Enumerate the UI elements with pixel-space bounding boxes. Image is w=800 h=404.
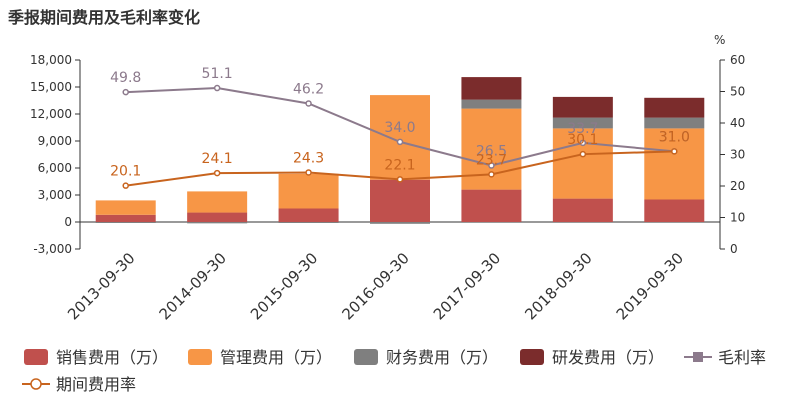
x-tick-label: 2014-09-30: [156, 249, 230, 323]
y-right-unit-label: %: [714, 33, 725, 47]
y-left-tick-label: 18,000: [30, 53, 72, 67]
line-point: [122, 182, 129, 189]
y-left-tick-label: 12,000: [30, 107, 72, 121]
y-left-tick-label: -3,000: [33, 242, 72, 256]
legend-label: 财务费用（万）: [386, 348, 498, 367]
y-right-tick-label: 20: [730, 179, 745, 193]
y-left-tick-label: 0: [64, 215, 72, 229]
x-tick-label: 2019-09-30: [613, 249, 687, 323]
data-label: 26.5: [476, 144, 507, 160]
bar-segment: [95, 222, 156, 223]
bar-segment: [644, 117, 705, 129]
x-tick-label: 2015-09-30: [247, 249, 321, 323]
legend-swatch: [354, 349, 378, 365]
line-point: [488, 162, 495, 169]
y-right-tick-label: 0: [730, 242, 738, 256]
y-left-tick-label: 9,000: [38, 134, 72, 148]
y-right-tick-label: 40: [730, 116, 745, 130]
y-left-tick-label: 3,000: [38, 188, 72, 202]
x-tick-label: 2017-09-30: [430, 249, 504, 323]
data-label: 23.7: [476, 152, 507, 168]
line-point: [579, 139, 587, 147]
data-label: 22.1: [384, 157, 415, 173]
x-tick-label: 2016-09-30: [338, 249, 412, 323]
y-left-tick-label: 15,000: [30, 80, 72, 94]
y-right-tick-label: 30: [730, 148, 745, 162]
data-label: 20.1: [110, 164, 141, 180]
data-label: 34.0: [384, 120, 415, 136]
legend-swatch: [520, 349, 544, 365]
data-label: 24.1: [202, 151, 233, 167]
bar-segment: [187, 191, 248, 213]
legend-label: 销售费用（万）: [56, 348, 168, 367]
legend-label: 管理费用（万）: [220, 348, 332, 367]
data-label: 31.0: [659, 129, 690, 145]
data-label: 24.3: [293, 150, 324, 166]
bar-segment: [370, 222, 430, 224]
line-point: [122, 88, 129, 96]
legend-swatch: [188, 349, 212, 365]
line-point: [305, 100, 312, 107]
bar-segment: [644, 199, 705, 222]
chart-title: 季报期间费用及毛利率变化: [8, 8, 201, 27]
legend-marker: [30, 378, 42, 390]
x-tick-label: 2013-09-30: [64, 249, 138, 323]
line-point: [579, 150, 587, 158]
bar-segment: [278, 173, 339, 209]
bar-segment: [461, 99, 522, 109]
data-label: 33.7: [567, 121, 598, 137]
bar-segment: [95, 200, 156, 215]
bar-segment: [370, 95, 430, 180]
line-point: [213, 169, 221, 177]
line-point: [671, 148, 678, 155]
y-left-tick-label: 6,000: [38, 161, 72, 175]
bar-segment: [95, 214, 156, 222]
bar-segment: [552, 198, 613, 222]
bar-segment: [370, 179, 430, 222]
y-right-tick-label: 10: [730, 211, 745, 225]
bar-segment: [278, 208, 339, 222]
bar-segment: [644, 97, 705, 118]
line-point: [305, 169, 312, 176]
y-right-tick-label: 60: [730, 53, 745, 67]
bar-segment: [461, 189, 522, 222]
data-label: 31.0: [659, 129, 690, 145]
legend-label: 期间费用率: [56, 375, 136, 394]
line-point: [396, 176, 404, 183]
bar-segment: [187, 222, 248, 224]
bar-segment: [644, 128, 705, 200]
y-right-tick-label: 50: [730, 85, 745, 99]
line-point: [488, 171, 495, 178]
x-tick-label: 2018-09-30: [521, 249, 595, 323]
bar-segment: [461, 77, 522, 100]
line-point: [396, 138, 404, 146]
bar-segment: [278, 222, 339, 223]
legend-marker: [693, 352, 703, 362]
legend-swatch: [24, 349, 48, 365]
data-label: 51.1: [202, 66, 233, 82]
bar-segment: [552, 96, 613, 118]
line-point: [213, 84, 221, 92]
bar-segment: [187, 212, 248, 222]
data-label: 30.1: [567, 132, 598, 148]
data-label: 46.2: [293, 81, 324, 97]
bar-segment: [552, 117, 613, 129]
legend-label: 研发费用（万）: [552, 348, 664, 367]
legend-label: 毛利率: [718, 348, 766, 367]
data-label: 49.8: [110, 70, 141, 86]
